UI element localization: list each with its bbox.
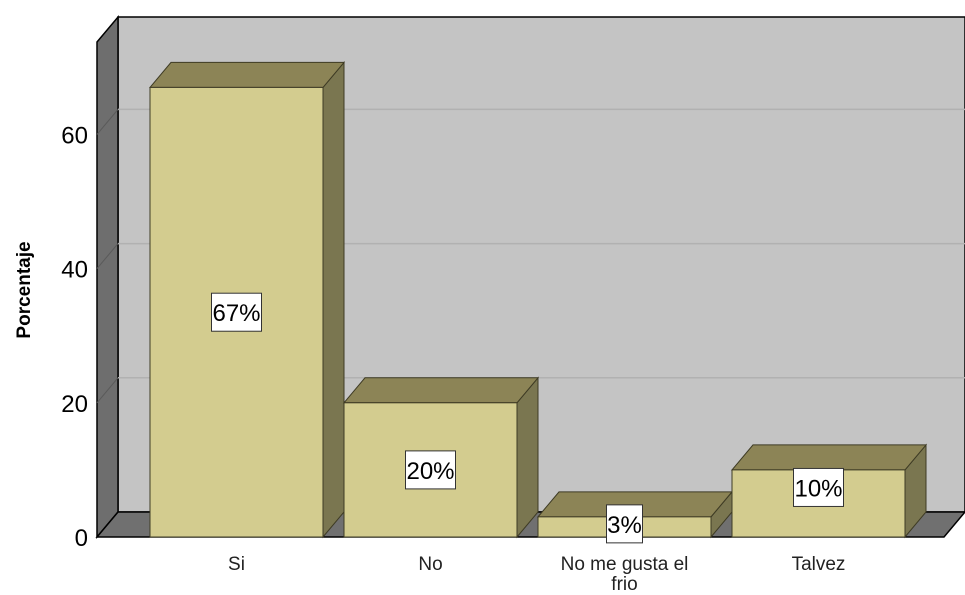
- y-tick-label: 20: [61, 391, 88, 418]
- y-tick-label: 40: [61, 257, 88, 284]
- bar-top: [730, 444, 928, 471]
- y-tick-label: 60: [61, 122, 88, 149]
- data-label-box: [606, 504, 643, 544]
- data-label-box: [405, 450, 456, 490]
- data-label: 10%: [793, 467, 844, 507]
- data-label-box: [793, 467, 844, 507]
- gridline-side: [96, 109, 119, 135]
- y-axis-ticks: 0 20 40 60: [61, 122, 88, 552]
- data-label: 67%: [211, 292, 262, 332]
- bar-side: [516, 376, 539, 539]
- bar-top: [148, 61, 346, 88]
- bar-side: [322, 61, 345, 539]
- data-label-text: 20%: [406, 458, 454, 485]
- x-category-label: Talvez: [792, 554, 846, 575]
- data-label-box: [211, 292, 262, 332]
- data-label: 3%: [606, 504, 643, 544]
- bar: 67%: [148, 61, 346, 539]
- bar: 10%: [730, 443, 928, 539]
- bar: 3%: [536, 490, 734, 544]
- x-category-label: No: [418, 554, 442, 575]
- y-tick-label: 0: [75, 525, 88, 552]
- data-label-text: 3%: [607, 512, 642, 539]
- data-label-text: 10%: [794, 475, 842, 502]
- x-category-label: Si: [228, 554, 245, 575]
- y-axis-label: Porcentaje: [14, 241, 35, 338]
- bars: 67% 20% 3% 10%: [148, 61, 928, 544]
- x-category-label: No me gusta el frio: [561, 554, 689, 595]
- x-axis-categories: Si No No me gusta el frio Talvez: [228, 554, 845, 595]
- gridline-side: [96, 377, 119, 404]
- bar-top: [342, 377, 540, 404]
- data-label-text: 67%: [212, 300, 260, 327]
- bar: 20%: [342, 376, 540, 539]
- data-label: 20%: [405, 450, 456, 490]
- chart-side-wall: [96, 14, 119, 540]
- gridline-side: [96, 243, 119, 269]
